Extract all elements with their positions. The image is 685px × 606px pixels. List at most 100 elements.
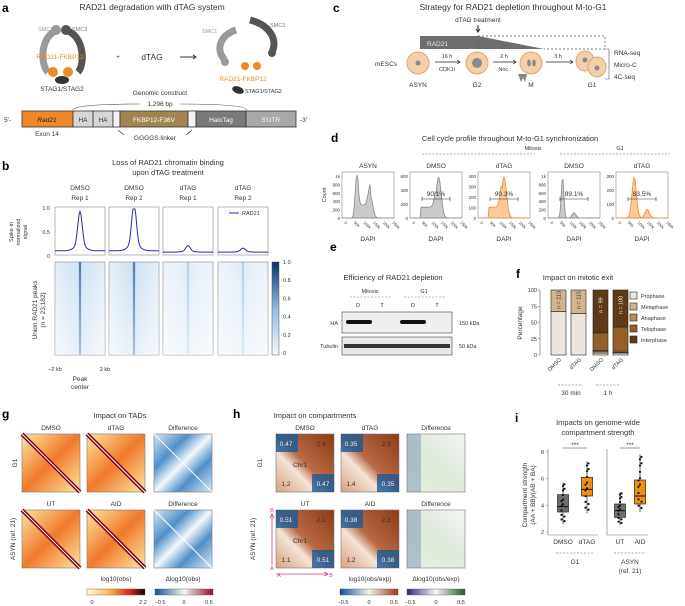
y-tick: 8 [541, 450, 544, 456]
gate-bar [627, 197, 657, 201]
row-label: G1 [12, 458, 19, 467]
x-axis-label: DAPI [566, 236, 581, 243]
data-point [560, 513, 563, 517]
value-ab: 1.1 [281, 557, 290, 564]
panel-title: Efficiency of RAD21 depletion [343, 273, 442, 282]
diagonal-line [21, 509, 81, 569]
x-tick: 50k [489, 220, 497, 228]
data-point [618, 508, 622, 511]
colorbar-tick: −0.5 [338, 600, 349, 606]
blot-ha [341, 311, 453, 334]
segment-fkbp12-f36v: FKBP12-F36V [133, 117, 176, 124]
depleted-corner [276, 510, 334, 568]
panel-label: i [515, 411, 518, 425]
y-tick: 1k [541, 174, 547, 179]
x-tick: 100k [362, 220, 372, 230]
column-condition: dTAG [180, 185, 197, 192]
y-tick: 0.5 [42, 230, 50, 236]
step-drug: CDK1i [439, 67, 455, 73]
diagonal-line [153, 509, 213, 569]
colorbar-label: Δlog10(obs) [165, 576, 200, 583]
band [344, 344, 450, 348]
diagonal-line [153, 433, 213, 493]
colorbar-label: log10(obs) [101, 576, 132, 583]
panel-label: e [330, 240, 337, 254]
data-point [638, 477, 642, 480]
y-axis-label: Compartment strength [522, 462, 529, 527]
y-tick: 100 [468, 206, 476, 211]
x-center-label: Peak [73, 376, 89, 383]
segment-rad21: Rad21 [37, 117, 57, 124]
data-point [561, 498, 565, 501]
value-aa: 0.38 [345, 517, 358, 524]
data-point [640, 455, 643, 459]
column-title: dTAG [362, 425, 379, 432]
histogram [478, 175, 530, 219]
heatmap-fade [109, 262, 159, 355]
y-tick: 100 [528, 288, 537, 294]
x-tick: 0 [617, 220, 623, 226]
data-point [617, 505, 620, 509]
x-tick: DMSO [553, 539, 573, 546]
histogram [616, 175, 668, 219]
assay-label: 4C-seq [614, 74, 635, 81]
colorbar-tick: 0.2 [283, 333, 291, 339]
ab-axis-arrows [269, 513, 329, 577]
x-tick: 150k [578, 220, 588, 230]
plot-title: DMSO [564, 163, 584, 170]
axis-a-label: A [277, 573, 281, 579]
bar-segment-prophase [570, 313, 587, 356]
saddle-plot [406, 433, 466, 493]
group-label: Mitosis [361, 289, 378, 295]
y-tick: 75 [531, 304, 537, 310]
data-point [618, 504, 622, 507]
axis-a-label: A [270, 566, 274, 572]
y-tick: 600 [332, 191, 340, 196]
legend-label: Anaphase [641, 316, 666, 322]
data-point [585, 470, 589, 473]
y-tick: 200 [400, 202, 408, 207]
y-tick: 800 [538, 182, 546, 187]
group-label: Mitosis [524, 146, 541, 152]
nucleus-icons [415, 57, 600, 71]
value-aa: 0.51 [280, 517, 293, 524]
value-bb: 2.3 [381, 441, 390, 448]
panel-title: Impact on mitotic exit [543, 273, 614, 282]
histogram [548, 178, 600, 219]
y-tick: 400 [468, 174, 476, 179]
value-ba: 0.35 [382, 481, 395, 488]
rad21-fkbp12-label: RAD21-FKBP12 [36, 54, 84, 61]
y-tick: 200 [468, 195, 476, 200]
y-tick: 0 [473, 216, 476, 221]
panel-title: Impact on TADs [93, 411, 146, 420]
band [400, 320, 426, 324]
colorbar-tick: 0 [434, 600, 437, 606]
group-label: 30 min [561, 390, 581, 397]
bar-segment-metaphase [570, 289, 587, 314]
data-point [584, 489, 587, 492]
row-label: ASYN (ref. 21) [10, 518, 17, 560]
x-tick: 50k [353, 220, 361, 228]
chromosome-label: Chr1 [293, 462, 307, 469]
profile-frame [217, 206, 269, 256]
x-tick: 100k [498, 220, 508, 230]
step-time: 16 h [442, 54, 453, 60]
x-tick: 150k [508, 220, 518, 230]
x-axis-label: DAPI [496, 236, 511, 243]
data-point [561, 484, 565, 488]
y-tick: 400 [332, 199, 340, 204]
y-tick: 4 [541, 503, 544, 509]
y-tick: 100 [606, 202, 614, 207]
colorbar [406, 588, 466, 596]
panel-title: Impact on compartments [274, 411, 357, 420]
column-title: AID [111, 501, 122, 508]
n-label: n = 115 [577, 291, 583, 309]
data-point [563, 515, 566, 518]
stage-label: G1 [588, 82, 597, 89]
panel-g: g Impact on TADs DMSO dTAG Difference UT AID… [2, 407, 214, 606]
x-tick: 50k [421, 220, 429, 228]
heatmap-fade [218, 262, 268, 355]
x-tick: 50k [559, 220, 567, 228]
smc3-label: SMC3 [270, 23, 285, 29]
x-tick: 0 [479, 220, 485, 226]
